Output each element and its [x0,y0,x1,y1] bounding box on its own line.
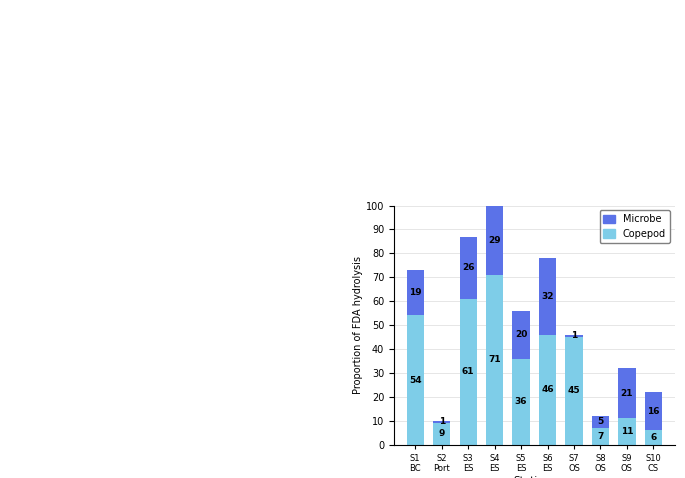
Text: 45: 45 [568,386,580,395]
Bar [460,237,477,299]
Bar [407,315,424,445]
Text: 7: 7 [597,432,603,441]
Bar [565,335,582,337]
Text: 54: 54 [409,376,421,384]
Text: 36: 36 [515,397,527,406]
Bar [460,299,477,445]
Text: 61: 61 [462,367,475,376]
Bar [512,358,530,445]
Bar [619,368,636,418]
Text: 9: 9 [438,429,445,438]
Text: 26: 26 [462,263,475,272]
Bar [539,258,556,335]
Text: 16: 16 [647,407,660,415]
Bar [619,418,636,445]
Bar [433,421,450,423]
Legend: Microbe, Copepod: Microbe, Copepod [599,210,670,243]
Text: 46: 46 [541,385,554,394]
Text: 5: 5 [597,417,603,426]
Text: 20: 20 [515,330,527,339]
Text: 6: 6 [650,433,656,442]
Bar [433,423,450,445]
Bar [512,311,530,358]
Bar [592,416,609,428]
Text: 11: 11 [621,427,633,436]
Bar [565,337,582,445]
Bar [645,430,662,445]
Bar [592,428,609,445]
X-axis label: Stations: Stations [513,476,556,478]
Text: 21: 21 [621,389,633,398]
Text: 1: 1 [571,331,577,340]
Bar [407,270,424,315]
Text: 1: 1 [438,417,445,426]
Text: 19: 19 [409,288,421,297]
Bar [539,335,556,445]
Y-axis label: Proportion of FDA hydrolysis: Proportion of FDA hydrolysis [353,256,363,394]
Bar [645,392,662,430]
Bar [486,275,503,445]
Text: 29: 29 [488,236,501,245]
Text: 32: 32 [541,292,553,301]
Bar [486,206,503,275]
Text: 71: 71 [488,355,501,364]
